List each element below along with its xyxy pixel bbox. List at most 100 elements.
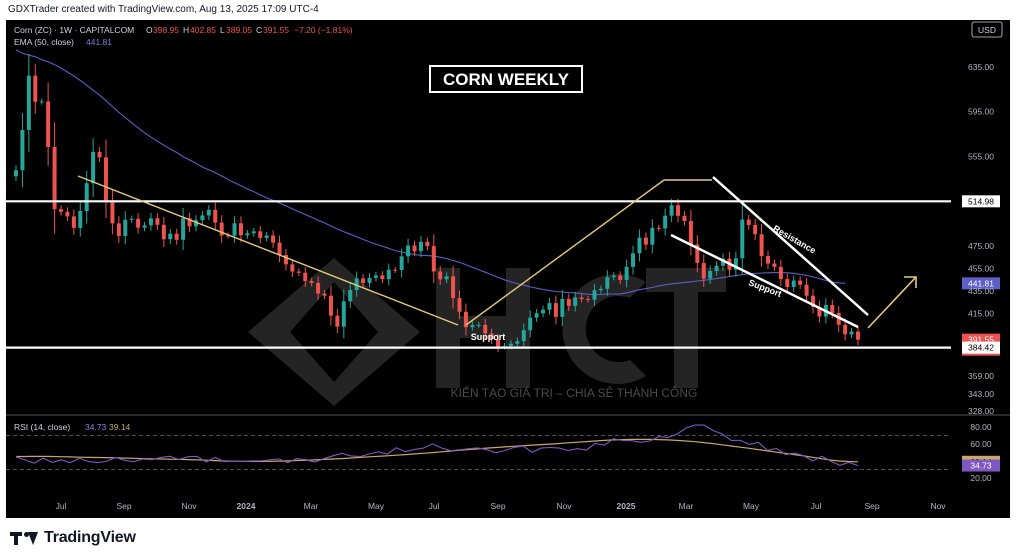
candle-body (14, 170, 18, 177)
candle-body (733, 258, 738, 270)
candle-body (65, 211, 70, 217)
candle (380, 271, 385, 284)
time-tick-label: Jul (811, 501, 822, 511)
candle-body (142, 225, 147, 228)
candle (206, 205, 211, 221)
candle (643, 232, 648, 250)
candle-body (611, 275, 616, 278)
time-tick-label: Nov (930, 501, 946, 511)
candle-body (650, 227, 655, 245)
rsi-value-badge-bg (962, 459, 1000, 472)
candle-body (753, 224, 758, 235)
price-chart-svg[interactable]: KIẾN TẠO GIÁ TRỊ – CHIA SẺ THÀNH CÔNG Su… (6, 20, 1010, 518)
candle (701, 254, 706, 287)
candle-body (84, 183, 89, 211)
candle (129, 215, 134, 223)
candle (798, 276, 803, 289)
candle (322, 289, 327, 300)
candle (669, 198, 674, 223)
candle (586, 295, 591, 303)
candle (155, 213, 160, 230)
candle (624, 259, 629, 288)
candle (688, 209, 693, 256)
time-tick-label: 2025 (617, 501, 636, 511)
candle-body (451, 276, 456, 299)
candle-body (579, 297, 584, 300)
candle-body (264, 235, 269, 238)
candle (46, 82, 51, 166)
candles (14, 53, 860, 352)
candle-body (367, 277, 372, 283)
candle (238, 216, 243, 243)
candle-body (791, 280, 796, 287)
candle (476, 322, 481, 328)
legend-high-label: H (183, 25, 189, 35)
candle (168, 228, 173, 244)
candle-body (39, 101, 44, 103)
price-tick-label: 328.00 (968, 406, 994, 416)
legend-open-label: O (146, 25, 153, 35)
candle (367, 273, 372, 288)
last-price-badge: 391.55 (968, 335, 994, 345)
candle-body (528, 317, 533, 331)
rsi-pane (6, 424, 951, 471)
candle-body (232, 223, 237, 236)
time-tick-label: Sep (116, 501, 131, 511)
watermark-letter-t-stem (674, 268, 698, 388)
candle-body (219, 222, 224, 236)
candle-body (309, 281, 314, 283)
legend-close-label: C (256, 25, 262, 35)
watermark-letter-h-bar (436, 316, 530, 338)
candle (778, 259, 783, 287)
tradingview-logo[interactable]: TradingView (10, 528, 136, 548)
candle-body (438, 271, 443, 280)
candle (521, 323, 526, 348)
ema-line (15, 49, 846, 296)
candle (676, 198, 681, 223)
price-axis[interactable]: 635.00 595.00 555.00 514.98 475.00 455.00 441.… (962, 62, 1000, 416)
time-tick-label: Jul (429, 501, 440, 511)
candle-body (483, 324, 488, 334)
rsi-ma-line (16, 438, 859, 463)
candle (26, 53, 31, 152)
watermark-letter-t-bar (646, 268, 726, 292)
annotation-support-1: Support (471, 332, 506, 342)
currency-button[interactable]: USD (971, 21, 1003, 38)
ema-price-badge: 441.81 (968, 278, 994, 288)
candle (277, 235, 282, 263)
candle (406, 238, 411, 263)
candle (341, 289, 346, 339)
watermark-letter-h-left (436, 268, 460, 388)
candle (354, 271, 359, 297)
candle (804, 278, 809, 303)
candle (14, 165, 18, 182)
time-tick-label: Sep (864, 501, 879, 511)
candle (553, 295, 558, 325)
time-axis[interactable]: Jul Sep Nov 2024 Mar May Jul Sep Nov 2025 Mar May Ju… (56, 501, 947, 511)
candle-body (714, 265, 719, 272)
candle (431, 234, 436, 284)
candle (78, 202, 83, 237)
price-tick-label: 343.00 (968, 389, 994, 399)
candle-body (406, 245, 411, 257)
rsi-label: RSI (14, close) (14, 422, 70, 432)
chart-area[interactable]: KIẾN TẠO GIÁ TRỊ – CHIA SẺ THÀNH CÔNG Su… (6, 20, 1010, 518)
attribution-bar: GDXTrader created with TradingView.com, … (0, 0, 1016, 20)
candle-body (669, 205, 674, 216)
support-line (670, 233, 859, 329)
candle (849, 327, 854, 339)
breakout-arrow-head (904, 276, 917, 288)
rsi-value: 34.73 (85, 422, 107, 432)
candle-body (46, 101, 51, 147)
candle (470, 321, 475, 331)
legend-high-value: 402.85 (190, 25, 216, 35)
candle-body (328, 295, 333, 316)
candle-body (502, 345, 507, 347)
candle-body (123, 219, 128, 236)
candle (328, 285, 333, 326)
candle-body (431, 246, 436, 272)
candle-body (508, 343, 513, 346)
candle-body (373, 275, 378, 278)
currency-button-label[interactable]: USD (978, 25, 996, 35)
